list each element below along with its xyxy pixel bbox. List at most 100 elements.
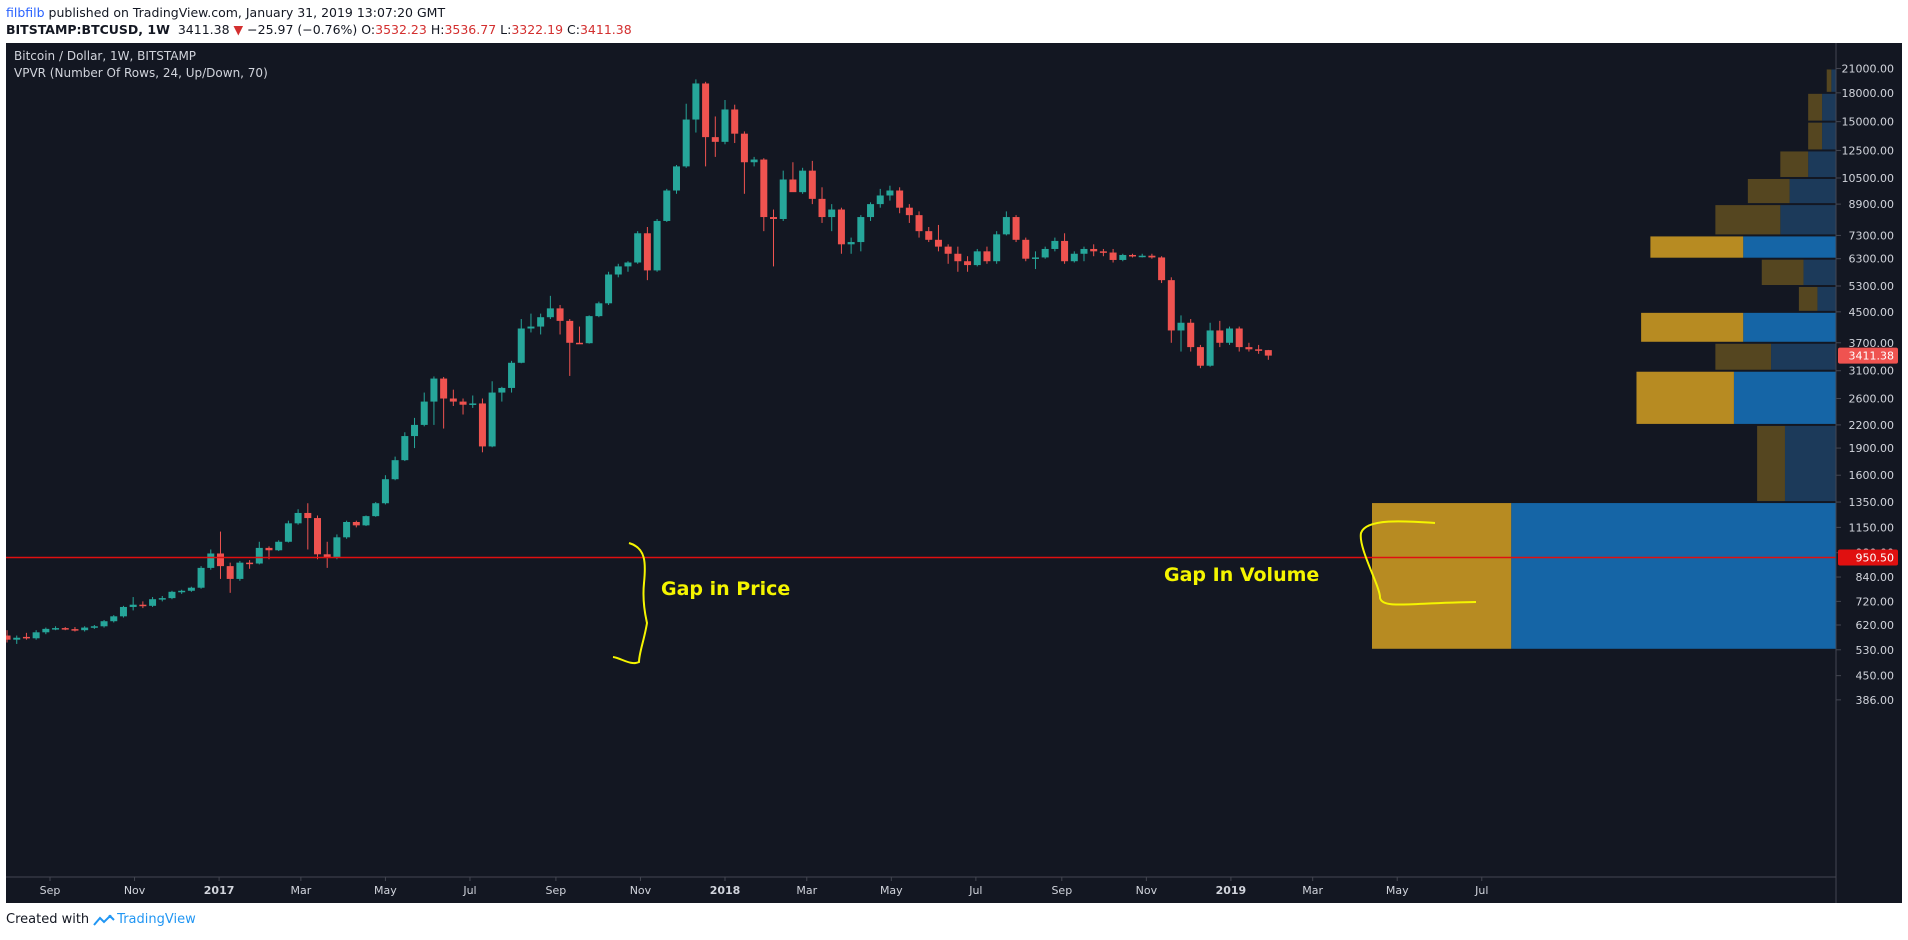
low-label: L: — [500, 22, 512, 37]
author-link[interactable]: filbfilb — [6, 5, 45, 20]
volume-bar-up — [1747, 178, 1790, 204]
candle — [876, 188, 884, 208]
price-badge-bg — [1838, 347, 1898, 364]
candle — [420, 392, 428, 427]
candle-body — [236, 562, 244, 579]
candle — [333, 534, 341, 560]
candle — [1051, 237, 1059, 252]
candle — [770, 209, 778, 267]
volume-bar-down — [1771, 343, 1836, 370]
x-tick-label: Jul — [968, 884, 982, 897]
candle — [983, 246, 991, 264]
candle-body — [469, 403, 477, 405]
candle — [1090, 244, 1098, 257]
candle — [653, 218, 661, 272]
candle — [323, 541, 331, 568]
created-with-label: Created with — [6, 912, 90, 927]
y-tick-label: 2200.00 — [1849, 419, 1895, 432]
candle-body — [770, 217, 778, 219]
candle — [149, 597, 157, 607]
candle — [605, 271, 613, 305]
candle-body — [556, 308, 564, 321]
candle-body — [886, 190, 894, 196]
candle-body — [993, 234, 1001, 262]
candle-body — [915, 215, 923, 232]
candle — [498, 386, 506, 402]
candle — [886, 185, 894, 201]
gap-price-label: Gap in Price — [661, 578, 790, 600]
candle-body — [663, 190, 671, 221]
candle-body — [139, 604, 147, 607]
candle — [964, 256, 972, 272]
candle-body — [672, 166, 680, 191]
close-label: C: — [567, 22, 580, 37]
candle-body — [1022, 239, 1030, 259]
candle-body — [362, 516, 370, 526]
volume-bar-down — [1511, 503, 1836, 649]
candle-body — [808, 170, 816, 199]
volume-bar-up — [1808, 93, 1823, 121]
open-value: 3532.23 — [375, 22, 427, 37]
chart-title: Bitcoin / Dollar, 1W, BITSTAMP — [14, 49, 196, 63]
candle — [226, 562, 234, 593]
y-tick-label: 1150.00 — [1849, 521, 1895, 534]
x-axis[interactable]: Sep Nov 2017 Mar May Jul Sep Nov 2018 Mar May Jul Se… — [40, 877, 1489, 897]
low-value: 3322.19 — [511, 22, 564, 37]
candle — [381, 475, 389, 505]
candle-body — [265, 547, 273, 551]
candle — [527, 313, 535, 333]
candle-body — [1264, 350, 1272, 356]
candle-body — [760, 159, 768, 218]
candle — [566, 319, 574, 376]
candle — [32, 630, 40, 640]
candle — [1167, 277, 1175, 343]
candle-body — [1255, 349, 1263, 351]
candle-body — [779, 179, 787, 219]
volume-profile — [1372, 69, 1836, 649]
candle-body — [896, 190, 904, 208]
candle — [1206, 322, 1214, 367]
candle-body — [459, 401, 467, 405]
x-tick-label: 2018 — [710, 884, 741, 897]
y-tick-label: 3100.00 — [1849, 365, 1895, 378]
candle — [731, 104, 739, 144]
candle-body — [420, 401, 428, 425]
candle-body — [401, 436, 409, 461]
gap-price-bracket — [612, 542, 649, 665]
y-tick-label: 8900.00 — [1849, 198, 1895, 211]
candle-body — [488, 392, 496, 447]
candle-body — [178, 590, 186, 593]
candle-body — [333, 537, 341, 558]
candle — [158, 595, 166, 602]
candle-body — [1031, 257, 1039, 259]
candle — [1099, 248, 1107, 257]
y-axis[interactable]: 21000.00 18000.00 15000.00 12500.00 10500.00… — [1836, 62, 1895, 707]
volume-bar-down — [1789, 178, 1836, 204]
candle — [1041, 246, 1049, 259]
price-badges: 950.50 3411.38 — [1838, 347, 1898, 566]
candle — [304, 503, 312, 550]
candle — [663, 188, 671, 222]
candle-body — [973, 251, 981, 266]
tradingview-link[interactable]: TradingView — [93, 912, 196, 927]
candle — [22, 632, 30, 640]
volume-bar-down — [1743, 236, 1836, 258]
price-badge-label: 3411.38 — [1849, 350, 1895, 363]
candle — [896, 187, 904, 214]
chart-background — [6, 43, 1902, 903]
candle — [1031, 251, 1039, 270]
candle-body — [1119, 254, 1127, 260]
candle — [799, 167, 807, 194]
y-tick-label: 1350.00 — [1849, 496, 1895, 509]
candle-body — [32, 632, 40, 639]
candle-body — [100, 621, 108, 627]
y-tick-label: 21000.00 — [1842, 62, 1895, 75]
volume-bar-up — [1715, 205, 1781, 235]
candle-body — [1109, 252, 1117, 260]
price-chart[interactable]: Gap in Price Gap In Volume Bitcoin / Dol… — [6, 43, 1902, 903]
candle — [411, 417, 419, 449]
candle — [837, 207, 845, 254]
candle — [1255, 344, 1263, 354]
y-tick-label: 6300.00 — [1849, 253, 1895, 266]
candle — [362, 515, 370, 527]
